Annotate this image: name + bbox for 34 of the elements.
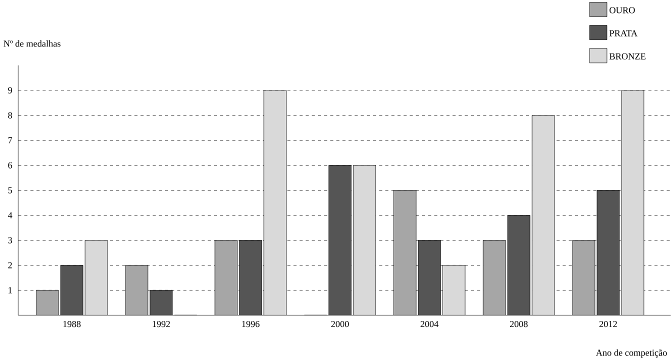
legend-label: OURO bbox=[610, 7, 635, 14]
y-tick-label: 9 bbox=[8, 87, 12, 94]
bar bbox=[264, 90, 286, 316]
y-axis-title: Nº de medalhas bbox=[4, 40, 60, 47]
x-tick-label: 1996 bbox=[242, 320, 260, 328]
x-tick-label: 2012 bbox=[599, 320, 617, 328]
bar bbox=[239, 240, 262, 316]
y-tick-label: 1 bbox=[8, 287, 12, 294]
x-axis-title: Ano de competição bbox=[596, 349, 667, 358]
y-tick-label: 7 bbox=[8, 137, 12, 144]
y-tick-label: 2 bbox=[8, 262, 12, 268]
y-tick-label: 3 bbox=[8, 237, 12, 244]
bar bbox=[442, 265, 466, 316]
bar bbox=[85, 240, 108, 316]
y-tick-label: 5 bbox=[8, 187, 12, 194]
x-tick-label: 2000 bbox=[331, 320, 349, 328]
x-tick-label: 2008 bbox=[510, 320, 528, 328]
y-tick-label: 4 bbox=[8, 212, 12, 218]
x-tick-label: 2004 bbox=[420, 320, 438, 328]
bar bbox=[621, 90, 644, 316]
bar bbox=[508, 215, 530, 316]
x-tick-label: 1988 bbox=[63, 320, 81, 328]
bar bbox=[60, 265, 84, 316]
bar bbox=[328, 165, 352, 316]
bar bbox=[353, 165, 376, 316]
legend-label: BRONZE bbox=[609, 53, 646, 60]
x-tick-label: 1992 bbox=[152, 320, 170, 328]
y-tick-label: 6 bbox=[8, 162, 12, 168]
bar bbox=[532, 115, 555, 316]
bar bbox=[596, 190, 620, 316]
bar bbox=[418, 240, 441, 316]
legend-label: PRATA bbox=[609, 30, 638, 36]
y-tick-label: 8 bbox=[8, 112, 12, 118]
bar bbox=[150, 290, 172, 316]
